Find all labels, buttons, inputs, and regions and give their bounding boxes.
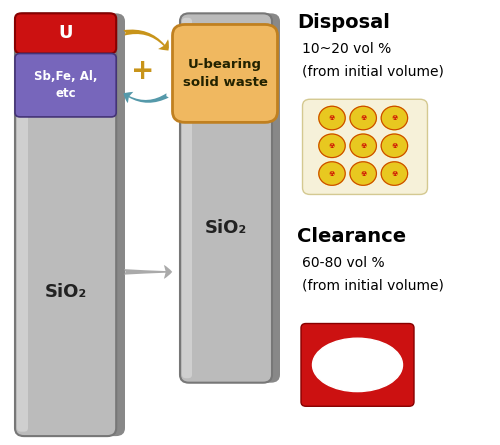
- Text: (from initial volume): (from initial volume): [302, 278, 444, 292]
- FancyBboxPatch shape: [15, 53, 116, 117]
- Text: U: U: [58, 24, 73, 42]
- FancyBboxPatch shape: [172, 24, 278, 122]
- Circle shape: [324, 362, 338, 376]
- Circle shape: [346, 344, 361, 357]
- Text: Sb,Fe, Al,
etc: Sb,Fe, Al, etc: [34, 70, 98, 100]
- Text: SiO₂: SiO₂: [205, 218, 247, 237]
- Text: Clearance: Clearance: [298, 227, 406, 246]
- Text: ☢: ☢: [360, 115, 366, 121]
- Circle shape: [350, 134, 376, 158]
- Circle shape: [373, 366, 388, 379]
- Circle shape: [381, 162, 407, 185]
- Text: SiO₂: SiO₂: [44, 283, 86, 301]
- FancyBboxPatch shape: [180, 13, 272, 383]
- Text: ☢: ☢: [329, 170, 335, 177]
- Circle shape: [324, 354, 338, 368]
- Circle shape: [319, 106, 345, 130]
- Text: ☢: ☢: [360, 143, 366, 149]
- Text: ☢: ☢: [360, 170, 366, 177]
- Circle shape: [381, 106, 407, 130]
- Text: (from initial volume): (from initial volume): [302, 65, 444, 78]
- Text: ☢: ☢: [329, 115, 335, 121]
- Ellipse shape: [312, 338, 402, 392]
- Circle shape: [362, 371, 376, 384]
- Circle shape: [381, 134, 407, 158]
- Text: ☢: ☢: [392, 170, 398, 177]
- Circle shape: [332, 369, 347, 382]
- Circle shape: [346, 372, 361, 386]
- Circle shape: [332, 348, 347, 361]
- FancyBboxPatch shape: [182, 18, 192, 378]
- Circle shape: [362, 345, 376, 359]
- FancyBboxPatch shape: [301, 324, 414, 406]
- Circle shape: [378, 358, 392, 372]
- Text: ☢: ☢: [329, 143, 335, 149]
- Text: U-bearing
solid waste: U-bearing solid waste: [182, 58, 268, 89]
- Text: 60-80 vol %: 60-80 vol %: [302, 256, 385, 270]
- Text: ☢: ☢: [392, 143, 398, 149]
- FancyBboxPatch shape: [15, 13, 116, 436]
- Circle shape: [350, 162, 376, 185]
- Text: Disposal: Disposal: [298, 13, 390, 32]
- Text: 10~20 vol %: 10~20 vol %: [302, 42, 392, 56]
- FancyBboxPatch shape: [15, 13, 116, 53]
- Text: ☢: ☢: [392, 115, 398, 121]
- Circle shape: [378, 358, 392, 372]
- Circle shape: [350, 106, 376, 130]
- Circle shape: [319, 162, 345, 185]
- FancyBboxPatch shape: [185, 13, 280, 383]
- FancyBboxPatch shape: [302, 99, 428, 194]
- FancyBboxPatch shape: [17, 18, 28, 432]
- Circle shape: [319, 134, 345, 158]
- Circle shape: [373, 351, 388, 364]
- FancyBboxPatch shape: [20, 13, 125, 436]
- Text: +: +: [131, 57, 154, 85]
